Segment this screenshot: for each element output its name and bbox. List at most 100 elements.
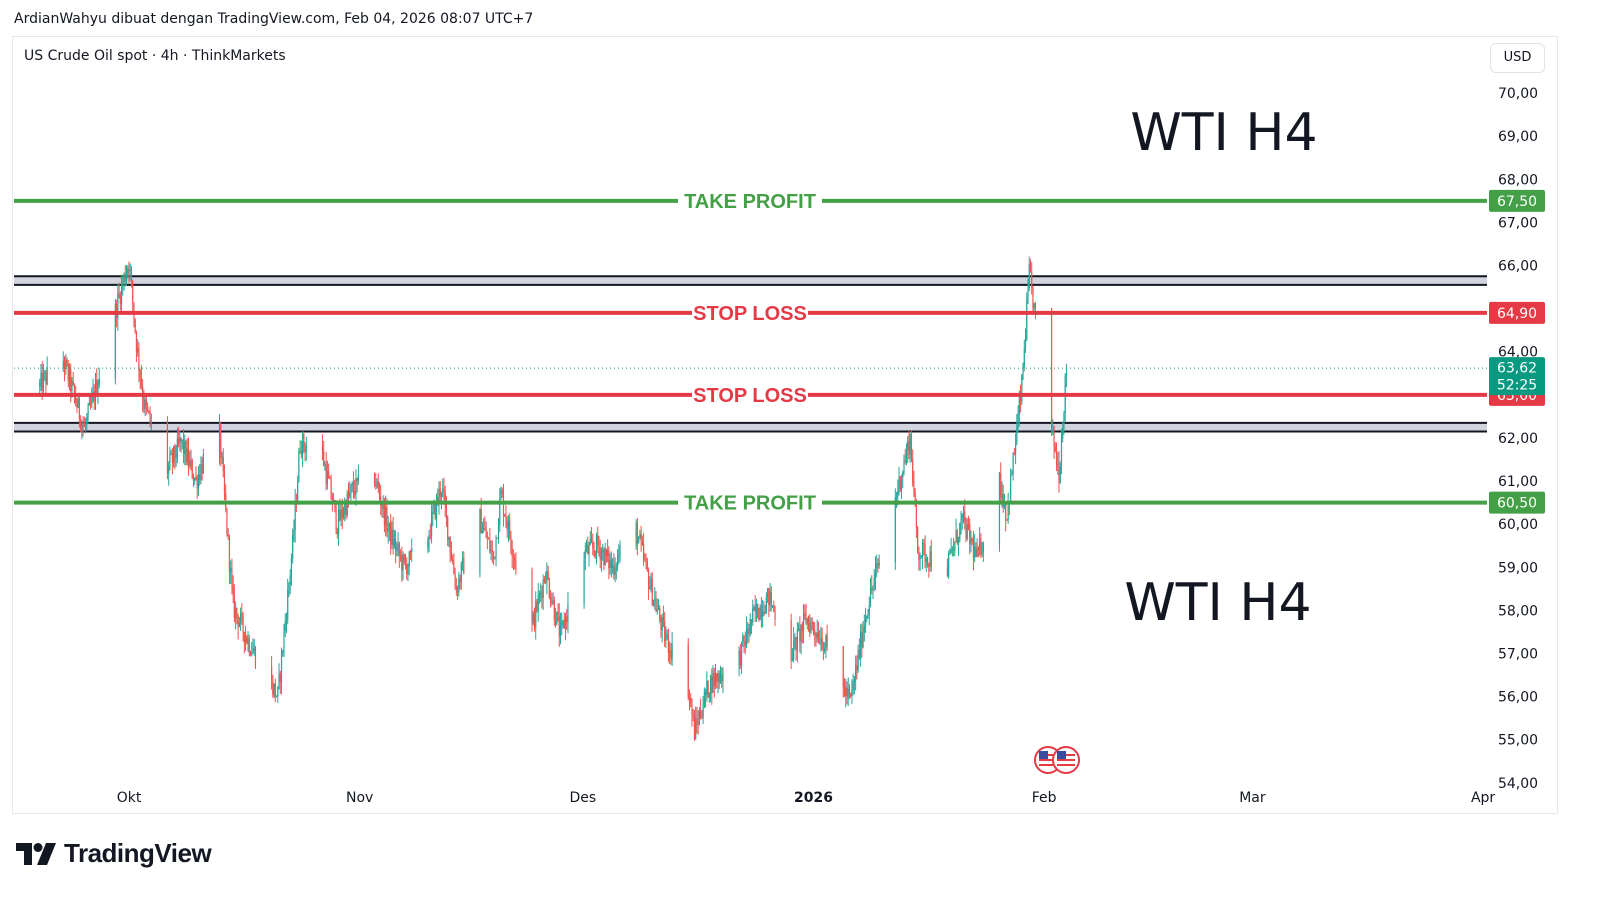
candle [149,406,151,428]
candle [354,479,356,499]
candle [87,403,89,424]
candle [615,562,617,580]
candle [497,517,500,544]
candle [63,356,66,382]
candle [817,621,820,644]
candle [1060,428,1063,475]
candle [233,584,235,623]
candle [458,572,460,597]
candle [240,607,242,631]
candle [966,518,968,541]
candle [401,546,403,582]
candle [447,515,449,547]
candle [200,456,202,485]
price-axis: 54,00 55,00 56,00 57,00 58,00 59,00 60,00 61,00… [1498,86,1538,792]
candle [488,536,490,540]
candle [223,464,226,501]
candle [976,538,978,558]
svg-text:64,90: 64,90 [1497,306,1537,322]
events-icon[interactable] [1034,746,1080,774]
candle [962,506,965,524]
candle [820,626,822,652]
candle [249,650,252,657]
candle [980,533,982,559]
candle [86,413,88,431]
annotation-text-0[interactable]: WTI H4 [1130,103,1317,163]
candle [603,547,605,571]
candle [455,577,457,596]
candle [864,608,867,633]
candle [279,670,281,694]
candle [454,567,456,591]
chart-credit: ArdianWahyu dibuat dengan TradingView.co… [14,11,534,27]
candle [396,541,398,557]
candle [1058,450,1060,493]
candle [925,553,927,573]
candle [395,530,397,564]
candle [485,521,487,539]
candle [1032,285,1034,313]
candle [235,601,237,630]
candle [594,550,596,560]
candle [913,470,915,497]
candle [747,622,749,644]
candle [218,414,221,465]
candle [593,541,595,558]
candle [432,504,434,527]
candle [740,641,743,675]
candle [243,631,245,654]
candle [290,553,293,586]
candle [435,493,438,528]
candle [237,613,239,640]
candle [1054,442,1056,453]
candle [866,615,868,623]
candle [506,516,508,539]
candle [853,675,855,695]
candle [392,516,394,555]
candle [924,535,926,568]
candle [170,449,172,456]
candle [484,516,486,531]
candle [459,574,461,590]
candle [613,553,615,580]
candle [561,612,563,636]
candle [65,354,67,375]
candle [824,642,826,654]
candle [119,291,121,311]
candle [330,474,332,500]
candle [404,553,407,570]
chart-annotations: WTI H4 WTI H4 [1124,103,1317,633]
y-tick-label: 70,00 [1498,86,1538,102]
level-price-tag-0[interactable]: 67,50 [1489,189,1545,212]
candle [773,600,775,613]
candle [774,605,776,627]
symbol-title[interactable]: US Crude Oil spot · 4h · ThinkMarkets [24,48,286,64]
candle [543,575,545,584]
candle [965,517,967,543]
level-price-tag-1[interactable]: 64,90 [1489,301,1545,324]
candle [514,553,516,570]
level-price-tag-3[interactable]: 60,50 [1489,491,1545,514]
candle [500,486,502,501]
candle [762,599,764,628]
zone-fill-0[interactable] [14,276,1487,285]
candle [382,495,384,519]
candle [635,519,637,550]
y-tick-label: 56,00 [1498,690,1538,706]
zone-fill-1[interactable] [14,422,1487,432]
candle [664,611,666,647]
candle [659,604,661,623]
candle [139,368,141,390]
tradingview-logo[interactable]: TradingView [16,838,212,869]
candle [974,534,976,563]
candle [251,641,253,657]
candle [928,562,930,578]
candle [688,689,691,711]
candle [744,631,746,655]
candle [288,582,290,597]
annotation-text-1[interactable]: WTI H4 [1124,573,1311,633]
currency-button[interactable]: USD [1490,43,1545,73]
